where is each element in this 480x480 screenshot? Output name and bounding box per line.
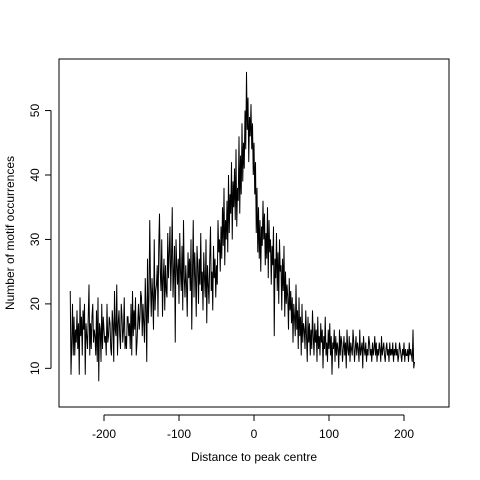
x-tick-label: 0 (251, 427, 258, 441)
y-axis-label: Number of motif occurrences (3, 156, 17, 310)
y-tick-label: 40 (28, 168, 42, 182)
y-tick-label: 20 (28, 297, 42, 311)
y-tick-label: 10 (28, 361, 42, 375)
y-axis: 10 20 30 40 50 (28, 104, 52, 375)
x-tick-label: 200 (394, 427, 414, 441)
y-tick-label: 50 (28, 104, 42, 118)
plot-area-box (58, 58, 450, 408)
x-tick-label: -200 (92, 427, 116, 441)
series-line (69, 71, 415, 382)
x-axis: -200 -100 0 100 200 (92, 414, 414, 441)
x-axis-label: Distance to peak centre (191, 450, 317, 464)
y-tick-label: 30 (28, 232, 42, 246)
x-tick-label: 100 (319, 427, 339, 441)
x-tick-label: -100 (167, 427, 191, 441)
